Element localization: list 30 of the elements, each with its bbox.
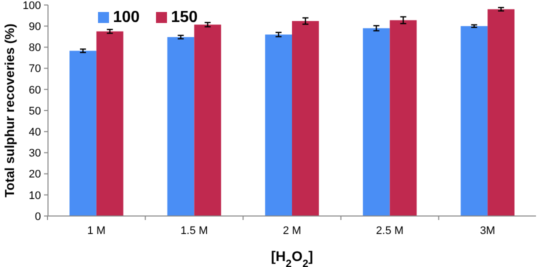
y-tick-label: 40 xyxy=(28,126,41,138)
bar xyxy=(390,20,417,216)
x-tick-label: 3M xyxy=(480,225,496,237)
x-tick-label: 2.5 M xyxy=(376,225,404,237)
bar xyxy=(70,50,96,216)
legend-label: 100 xyxy=(113,9,140,26)
y-tick-label: 60 xyxy=(28,84,41,96)
y-tick-label: 70 xyxy=(28,63,41,76)
bar xyxy=(96,31,124,216)
x-tick-label: 1.5 M xyxy=(180,225,208,237)
bar xyxy=(460,26,488,216)
y-axis-title: Total sulphur recoveries (%) xyxy=(2,24,17,198)
x-axis-title: [H$_{2}$O$_{2}$] xyxy=(270,248,314,267)
x-tick-label: 2 M xyxy=(282,225,302,237)
bar xyxy=(292,21,319,216)
y-tick-label: 50 xyxy=(28,105,41,118)
legend-label: 150 xyxy=(171,9,198,26)
y-tick-label: 30 xyxy=(28,148,41,160)
y-tick-label: 20 xyxy=(28,168,41,181)
y-tick-label: 80 xyxy=(28,42,41,54)
bar xyxy=(194,24,222,216)
bar xyxy=(167,37,194,216)
y-tick-label: 90 xyxy=(28,20,41,33)
y-tick-label: 100 xyxy=(22,0,41,12)
bar xyxy=(488,9,514,216)
y-tick-label: 0 xyxy=(34,210,41,223)
y-tick-label: 10 xyxy=(28,190,41,202)
x-tick-label: 1 M xyxy=(87,225,106,237)
bar xyxy=(362,28,390,216)
bar xyxy=(265,34,292,216)
